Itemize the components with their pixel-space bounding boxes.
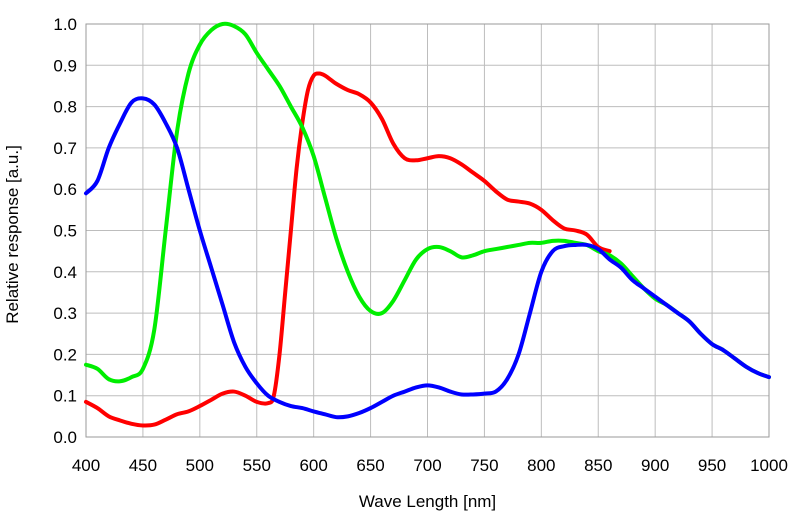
- x-tick-label: 500: [186, 456, 214, 475]
- y-tick-label: 0.7: [53, 139, 77, 158]
- y-tick-label: 0.0: [53, 428, 77, 447]
- y-tick-label: 0.4: [53, 263, 77, 282]
- y-tick-label: 0.2: [53, 345, 77, 364]
- y-axis-title: Relative response [a.u.]: [3, 145, 22, 324]
- x-tick-label: 900: [641, 456, 669, 475]
- x-tick-label: 650: [356, 456, 384, 475]
- series-lines: [84, 21, 771, 428]
- x-tick-label: 700: [413, 456, 441, 475]
- series-line-red: [84, 71, 612, 428]
- y-tick-label: 0.1: [53, 387, 77, 406]
- y-tick-label: 0.6: [53, 180, 77, 199]
- x-tick-label: 800: [527, 456, 555, 475]
- x-axis-title: Wave Length [nm]: [359, 492, 496, 511]
- x-tick-label: 950: [698, 456, 726, 475]
- y-tick-label: 1.0: [53, 15, 77, 34]
- series-line-blue: [84, 96, 771, 420]
- x-axis-ticks: 400 450 500 550 600 650 700 750 800 850 900 950 1000: [72, 456, 788, 475]
- y-axis-ticks: 0.0 0.1 0.2 0.3 0.4 0.5 0.6 0.7 0.8 0.9 1.0: [53, 15, 77, 447]
- x-tick-label: 600: [299, 456, 327, 475]
- y-tick-label: 0.8: [53, 98, 77, 117]
- plot-frame: [85, 23, 770, 438]
- y-tick-label: 0.5: [53, 222, 77, 241]
- x-tick-label: 850: [584, 456, 612, 475]
- x-tick-label: 1000: [750, 456, 788, 475]
- y-tick-label: 0.3: [53, 304, 77, 323]
- x-tick-label: 550: [243, 456, 271, 475]
- x-tick-label: 400: [72, 456, 100, 475]
- y-tick-label: 0.9: [53, 56, 77, 75]
- x-tick-label: 450: [129, 456, 157, 475]
- x-tick-label: 750: [470, 456, 498, 475]
